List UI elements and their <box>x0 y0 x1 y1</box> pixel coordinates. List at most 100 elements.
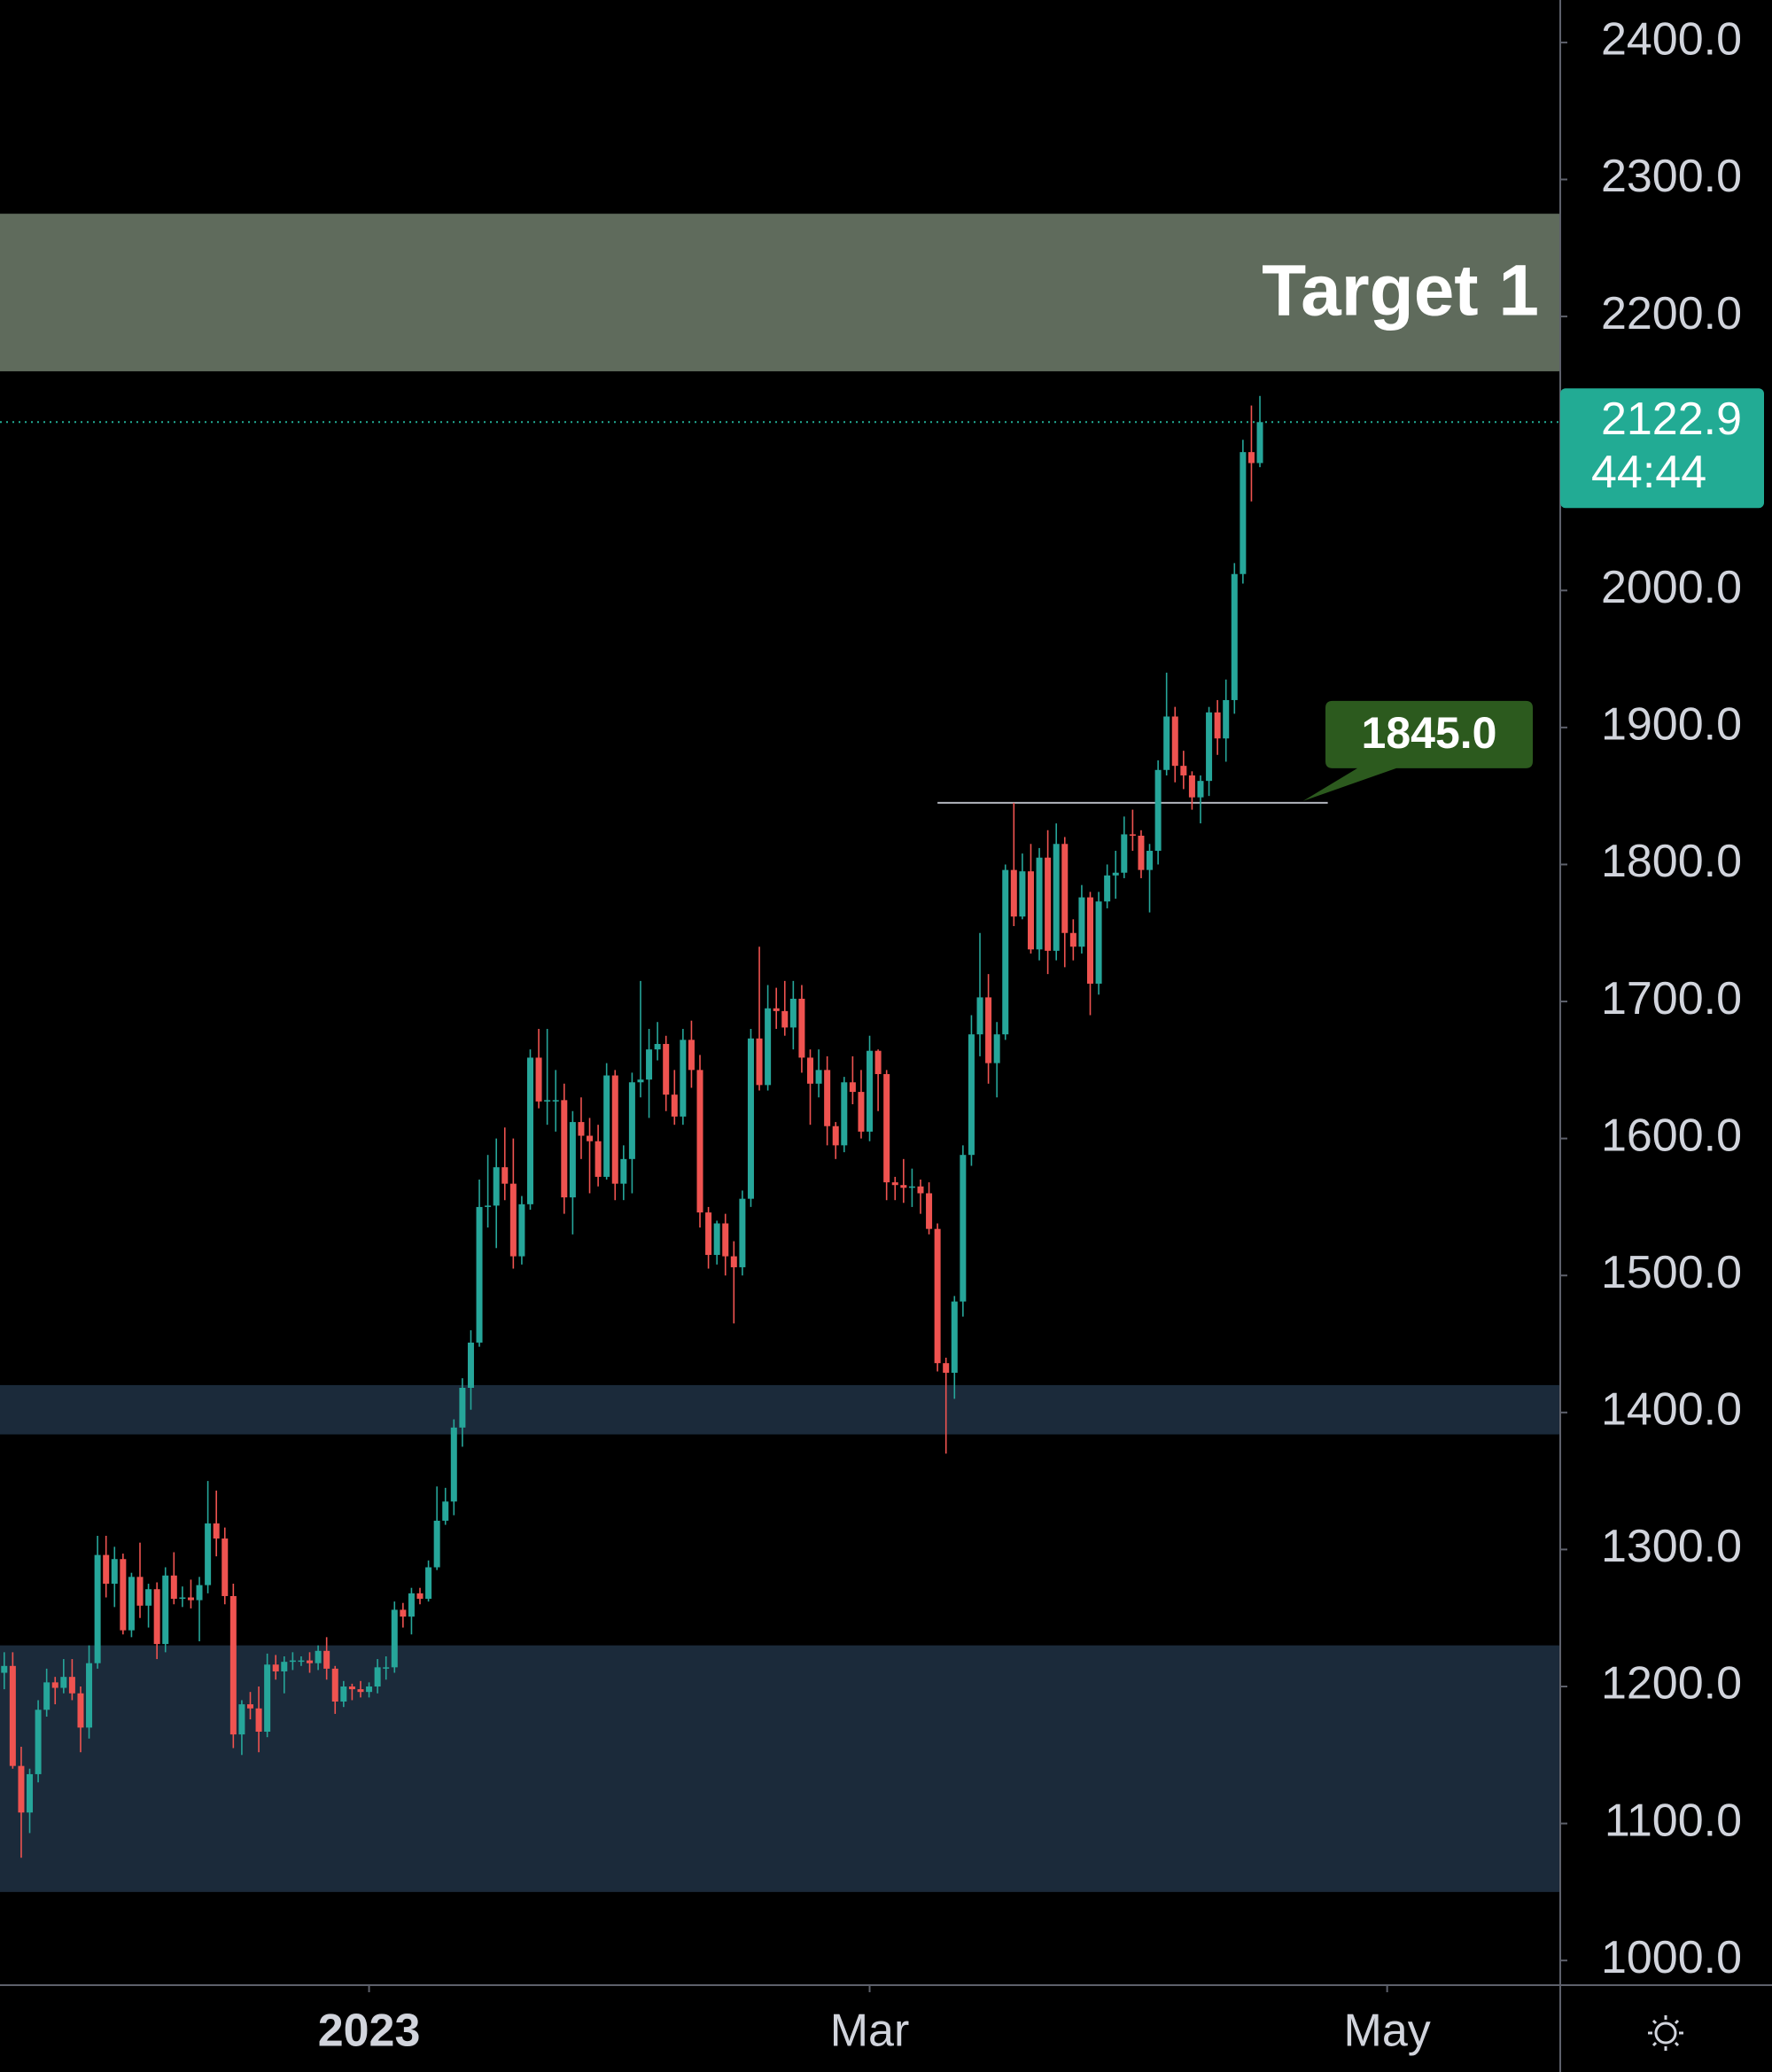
candle-body <box>867 1050 874 1132</box>
candle-body <box>561 1100 568 1198</box>
candle-body <box>705 1212 712 1256</box>
zones: Target 1 <box>0 214 1560 1892</box>
candle-body <box>264 1664 271 1733</box>
y-tick-label: 2400.0 <box>1601 14 1742 66</box>
candle-body <box>1104 875 1111 902</box>
candle-body <box>874 1050 882 1074</box>
candle-body <box>170 1575 177 1600</box>
candle-body <box>94 1554 101 1663</box>
y-tick-label: 2200.0 <box>1601 288 1742 339</box>
candle-body <box>1061 844 1069 933</box>
candle-body <box>789 998 797 1028</box>
candle-body <box>917 1186 924 1194</box>
candle-body <box>951 1301 958 1373</box>
candle-body <box>824 1070 831 1126</box>
candle-body <box>77 1693 84 1728</box>
candle-body <box>663 1043 670 1095</box>
y-tick-label: 2000.0 <box>1601 562 1742 613</box>
candle-body <box>739 1198 746 1267</box>
candle-body <box>1036 857 1043 950</box>
candle-body <box>1231 573 1238 700</box>
candle-body <box>1121 834 1128 873</box>
candle-body <box>331 1668 338 1702</box>
candle-body <box>730 1256 737 1267</box>
settings-icon[interactable] <box>1648 2015 1683 2051</box>
candle-body <box>765 1008 772 1086</box>
candle-body <box>281 1662 288 1671</box>
y-tick-label: 1500.0 <box>1601 1247 1742 1298</box>
candle-body <box>340 1686 347 1702</box>
last-price-tag <box>1560 388 1764 509</box>
y-tick-label: 1300.0 <box>1601 1521 1742 1572</box>
candle-body <box>289 1660 296 1663</box>
candle-body <box>43 1682 51 1710</box>
candle-body <box>408 1593 415 1617</box>
candle-body <box>145 1589 152 1606</box>
candle-body <box>993 1034 1000 1063</box>
candle-body <box>9 1665 16 1766</box>
countdown-label: 44:44 <box>1591 447 1706 498</box>
candle-body <box>849 1082 856 1093</box>
candle-body <box>976 997 983 1035</box>
candle-body <box>272 1664 279 1671</box>
candle-body <box>696 1070 703 1213</box>
candle-body <box>680 1040 687 1117</box>
candle-body <box>509 1183 517 1257</box>
candle-body <box>391 1609 398 1668</box>
candle-body <box>713 1223 720 1256</box>
candle-body <box>136 1577 144 1606</box>
candle-body <box>518 1203 525 1257</box>
candle-body <box>111 1559 118 1585</box>
candle-body <box>120 1559 127 1631</box>
candle-body <box>1214 712 1221 739</box>
y-tick-label: 1200.0 <box>1601 1658 1742 1710</box>
y-tick-label: 1700.0 <box>1601 973 1742 1024</box>
candle-body <box>1163 716 1170 770</box>
candle-body <box>18 1765 25 1813</box>
candle-body <box>400 1609 407 1617</box>
candle-body <box>654 1043 661 1050</box>
candle-body <box>60 1677 67 1688</box>
candle-body <box>86 1663 93 1728</box>
candle-body <box>128 1577 135 1631</box>
candle-body <box>544 1100 551 1102</box>
candle-body <box>620 1158 627 1184</box>
candle-body <box>1112 872 1119 876</box>
candle-body <box>238 1704 245 1735</box>
candle-body <box>858 1092 865 1132</box>
candle-body <box>968 1034 975 1156</box>
candle-body <box>934 1228 941 1364</box>
candle-body <box>27 1773 34 1813</box>
candle-body <box>569 1122 576 1198</box>
candle-body <box>637 1079 644 1083</box>
candle-body <box>307 1660 314 1663</box>
candle-body <box>51 1682 58 1688</box>
settings-icon-core[interactable] <box>1654 2021 1677 2045</box>
candle-body <box>1027 871 1034 950</box>
candle-body <box>298 1660 305 1663</box>
candle-body <box>781 1010 789 1028</box>
candle-body <box>179 1597 186 1600</box>
y-tick-label: 2300.0 <box>1601 151 1742 202</box>
candle-body <box>1010 869 1017 917</box>
y-tick-label: 1900.0 <box>1601 699 1742 751</box>
zone-label: Target 1 <box>1262 251 1539 331</box>
x-tick-label: May <box>1344 2006 1431 2057</box>
candle-body <box>425 1567 432 1600</box>
settings-icon-rays[interactable] <box>1648 2015 1683 2051</box>
candle-body <box>747 1038 754 1199</box>
candle-body <box>535 1057 542 1102</box>
candle-body <box>476 1206 483 1343</box>
candle-body <box>1086 897 1093 984</box>
candle-body <box>688 1040 695 1071</box>
candle-body <box>611 1075 618 1184</box>
candle-body <box>450 1427 457 1502</box>
last-price-label: 2122.9 <box>1601 393 1742 445</box>
candle-body <box>628 1082 635 1159</box>
zone <box>0 1384 1560 1435</box>
y-tick-label: 1100.0 <box>1605 1795 1742 1846</box>
candle-body <box>1019 871 1026 917</box>
zone <box>0 214 1560 371</box>
candle-body <box>806 1057 813 1084</box>
